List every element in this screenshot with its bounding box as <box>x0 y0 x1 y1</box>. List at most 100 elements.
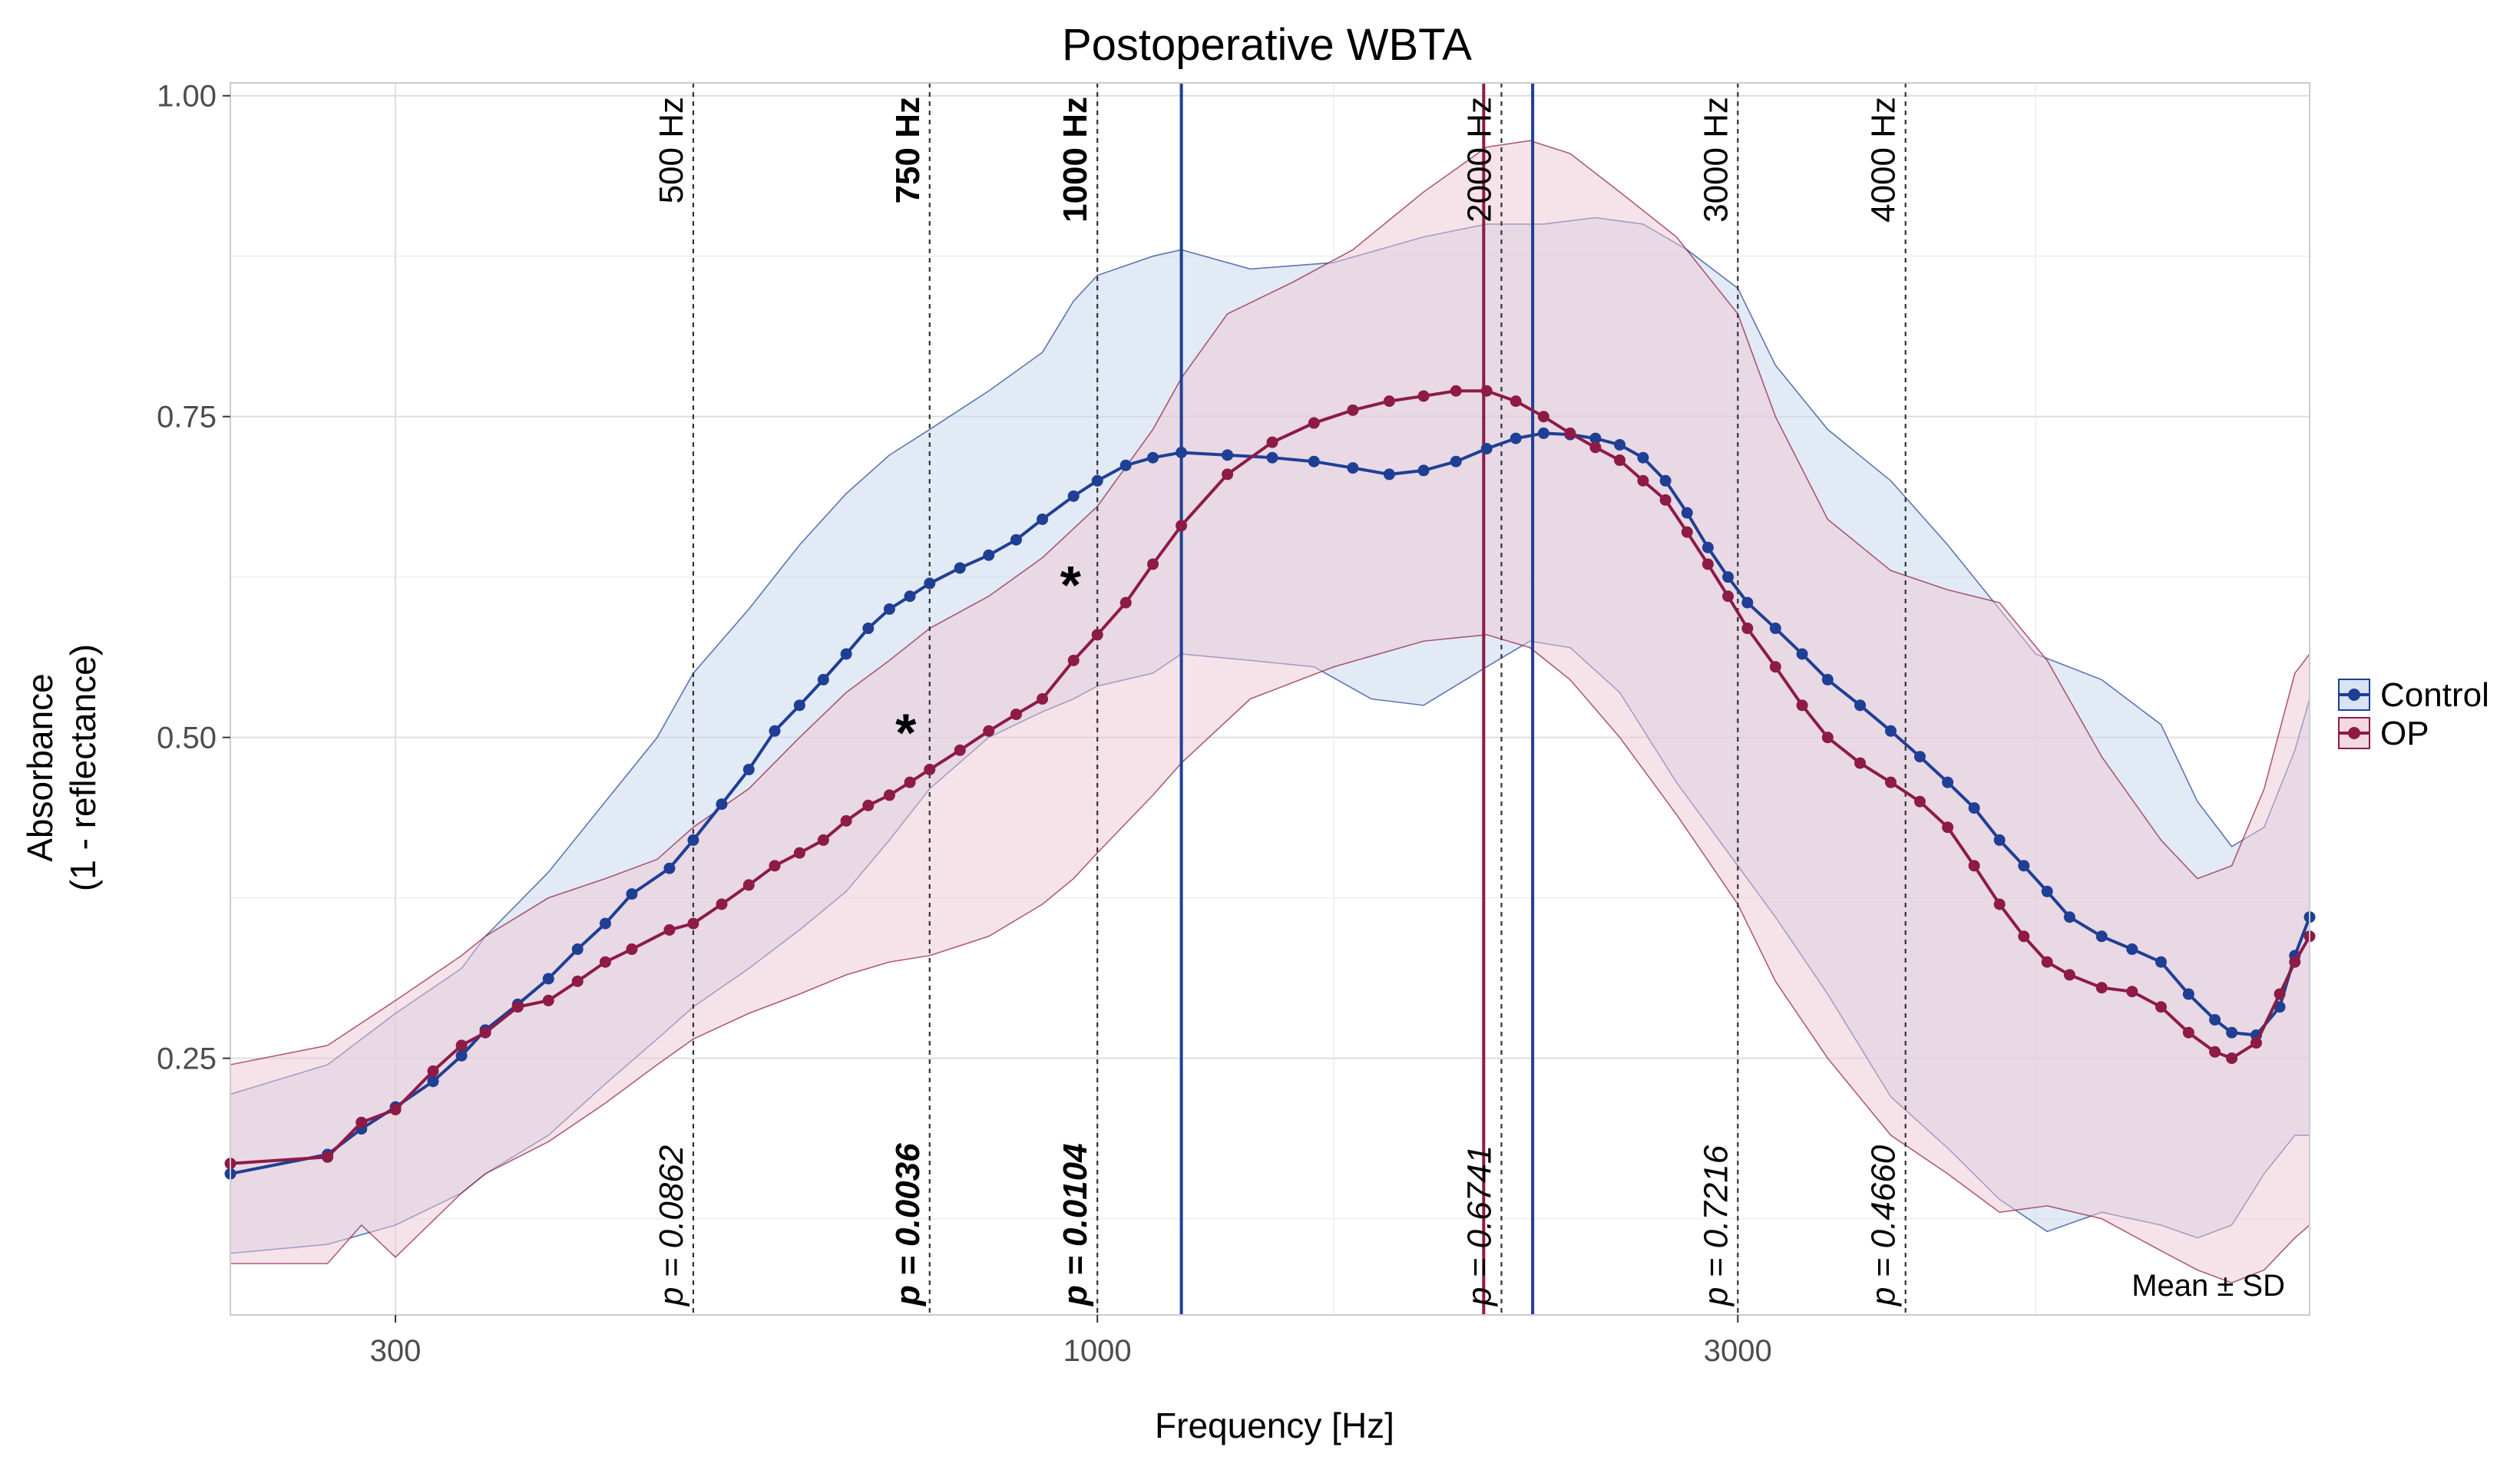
freq-label-2000hz: 2000 Hz <box>1460 97 1498 223</box>
data-point-control <box>2063 911 2075 923</box>
data-point-control <box>687 834 699 846</box>
data-point-op <box>1480 385 1493 397</box>
data-point-control <box>793 699 805 712</box>
data-point-control <box>1147 451 1159 464</box>
legend-label-op: OP <box>2380 715 2429 752</box>
data-point-op <box>2063 969 2075 981</box>
data-point-control <box>2095 930 2108 943</box>
data-point-control <box>1942 776 1954 788</box>
data-point-op <box>1222 468 1234 481</box>
data-point-control <box>1037 513 1049 525</box>
p-value-label-750hz: p = 0.0036 <box>889 1143 927 1306</box>
data-point-control <box>663 862 676 874</box>
data-point-op <box>983 725 995 737</box>
legend-marker-op <box>2348 727 2360 739</box>
data-point-control <box>1176 447 1188 458</box>
series-line-control <box>230 431 2311 1176</box>
data-point-op <box>1637 474 1649 487</box>
data-point-control <box>1913 751 1926 763</box>
data-point-control <box>1537 427 1549 439</box>
frequency-marker-lines <box>692 83 1907 1315</box>
sd-band-op <box>230 140 2310 1283</box>
data-point-control <box>1796 648 1808 660</box>
data-point-op <box>1564 427 1576 439</box>
data-point-control <box>1450 455 1462 467</box>
p-value-label-3000hz: p = 0.7216 <box>1697 1145 1735 1307</box>
data-point-op <box>1091 629 1103 641</box>
data-point-control <box>1589 432 1602 444</box>
data-point-control <box>1614 438 1626 451</box>
data-point-op <box>817 834 829 846</box>
data-point-op <box>2226 1052 2238 1065</box>
data-point-control <box>1308 455 1320 467</box>
data-point-control <box>742 763 755 775</box>
mean-sd-note: Mean ± SD <box>2131 1269 2285 1303</box>
p-value-label-4000hz: p = 0.4660 <box>1865 1145 1903 1307</box>
data-point-op <box>1769 661 1781 673</box>
data-point-op <box>511 1001 524 1013</box>
data-point-control <box>1701 541 1714 553</box>
data-point-control <box>542 973 554 985</box>
data-point-control <box>1266 451 1278 464</box>
data-point-op <box>1681 526 1693 538</box>
data-point-op <box>599 956 611 968</box>
freq-label-500hz: 500 Hz <box>653 97 690 203</box>
data-point-op <box>1119 596 1132 609</box>
data-point-op <box>1266 436 1278 448</box>
p-value-label-1000hz: p = 0.0104 <box>1057 1143 1094 1306</box>
data-point-op <box>2274 988 2286 1000</box>
data-point-control <box>1480 442 1493 454</box>
data-point-control <box>862 623 875 635</box>
data-point-op <box>924 763 936 775</box>
data-point-op <box>1796 699 1808 712</box>
data-point-op <box>2095 982 2108 994</box>
series-lines <box>224 385 2316 1180</box>
y-tick-label: 0.50 <box>157 722 217 755</box>
data-point-control <box>817 673 829 685</box>
data-point-control <box>2126 943 2138 956</box>
data-point-op <box>1854 757 1867 769</box>
data-point-control <box>1854 699 1867 712</box>
data-point-op <box>1308 417 1320 429</box>
data-point-control <box>2182 988 2194 1000</box>
data-point-op <box>427 1065 439 1077</box>
data-point-control <box>1993 834 2006 846</box>
data-point-op <box>1383 395 1395 408</box>
y-axis-title: Absorbance <box>20 673 60 862</box>
data-point-control <box>840 648 852 660</box>
data-point-op <box>1659 494 1672 506</box>
data-point-op <box>2209 1046 2221 1058</box>
y-tick-label: 0.75 <box>157 401 217 434</box>
data-point-control <box>769 725 781 737</box>
data-point-control <box>1091 474 1103 487</box>
chart-title: Postoperative WBTA <box>1062 20 1472 70</box>
data-point-control <box>1383 468 1395 481</box>
data-point-op <box>1614 454 1626 467</box>
data-point-control <box>2018 860 2030 872</box>
sd-bands <box>230 140 2310 1284</box>
data-point-op <box>1450 385 1462 397</box>
data-point-op <box>322 1151 334 1163</box>
data-point-control <box>1741 596 1754 609</box>
freq-label-4000hz: 4000 Hz <box>1865 97 1903 223</box>
data-point-control <box>1347 462 1359 474</box>
data-point-control <box>983 549 995 561</box>
data-point-op <box>1417 390 1430 402</box>
data-point-control <box>924 577 936 590</box>
data-point-op <box>1010 709 1022 721</box>
significance-star: * <box>895 702 917 762</box>
data-point-op <box>2018 930 2030 943</box>
data-point-op <box>2182 1026 2194 1039</box>
data-point-control <box>1885 725 1897 737</box>
sd-lower-op <box>230 634 2310 1284</box>
data-point-control <box>1067 490 1080 502</box>
data-point-op <box>479 1026 491 1039</box>
p-value-label-500hz: p = 0.0862 <box>653 1145 690 1307</box>
data-point-control <box>1769 623 1781 635</box>
data-point-control <box>904 590 916 603</box>
data-point-op <box>1510 395 1522 408</box>
data-point-control <box>1417 464 1430 477</box>
data-point-control <box>2155 956 2167 968</box>
